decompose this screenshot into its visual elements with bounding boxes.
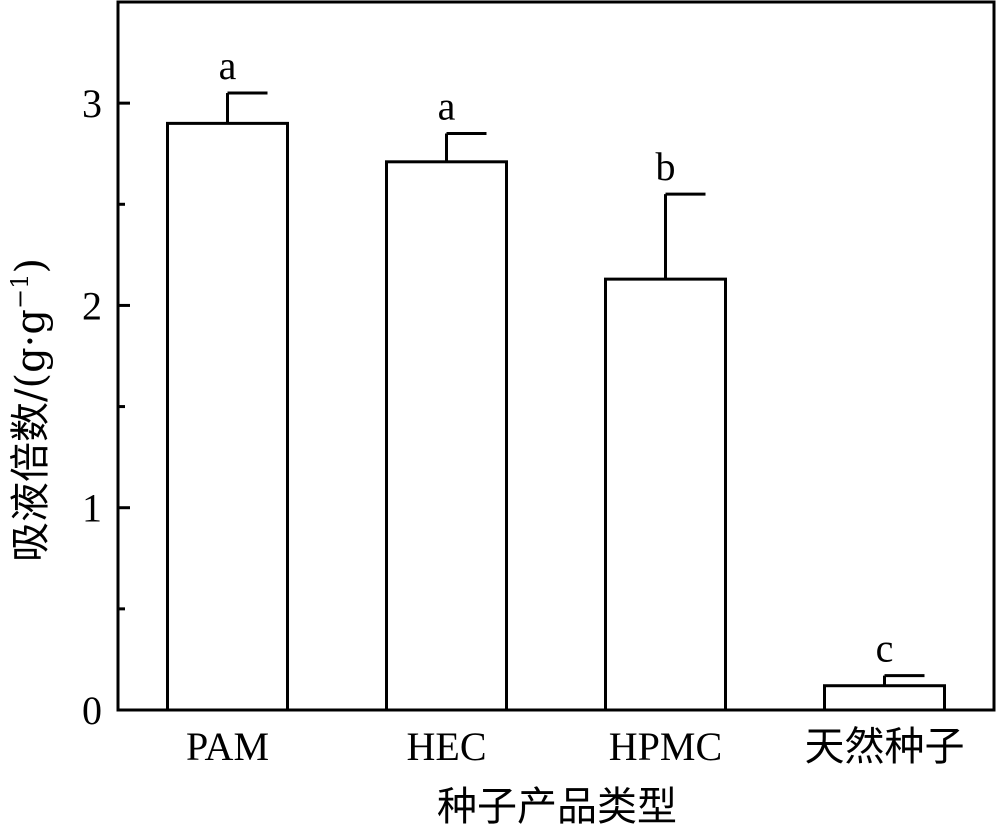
y-tick-label: 0 bbox=[82, 688, 102, 733]
x-axis-title: 种子产品类型 bbox=[437, 784, 677, 830]
bar bbox=[823, 684, 946, 712]
y-axis-title-main: 吸液倍数/(g·g bbox=[8, 309, 54, 562]
plot-border bbox=[116, 0, 996, 712]
plot-frame bbox=[116, 0, 996, 712]
y-axis-title-superscript: −1 bbox=[6, 274, 34, 309]
significance-label: a bbox=[219, 43, 237, 88]
bar bbox=[166, 121, 289, 712]
x-tick-label: HEC bbox=[407, 724, 487, 769]
y-tick-label: 1 bbox=[82, 486, 102, 531]
significance-labels: a a b c bbox=[219, 43, 894, 671]
x-tick-label: HPMC bbox=[609, 724, 722, 769]
y-axis: 0 1 2 3 bbox=[82, 81, 130, 733]
bars bbox=[166, 121, 946, 712]
x-axis: PAM HEC HPMC 天然种子 bbox=[186, 724, 965, 770]
significance-label: c bbox=[876, 626, 894, 671]
y-tick-label: 2 bbox=[82, 283, 102, 328]
y-axis-title: 吸液倍数/(g·g−1) bbox=[6, 258, 54, 562]
bar bbox=[604, 277, 727, 712]
bar bbox=[385, 160, 508, 712]
error-bars bbox=[226, 91, 925, 686]
y-axis-title-tail: ) bbox=[8, 258, 54, 274]
significance-label: a bbox=[438, 83, 456, 128]
x-tick-label: 天然种子 bbox=[805, 724, 965, 770]
y-tick-label: 3 bbox=[82, 81, 102, 126]
x-tick-label: PAM bbox=[186, 724, 269, 769]
significance-label: b bbox=[656, 144, 676, 189]
